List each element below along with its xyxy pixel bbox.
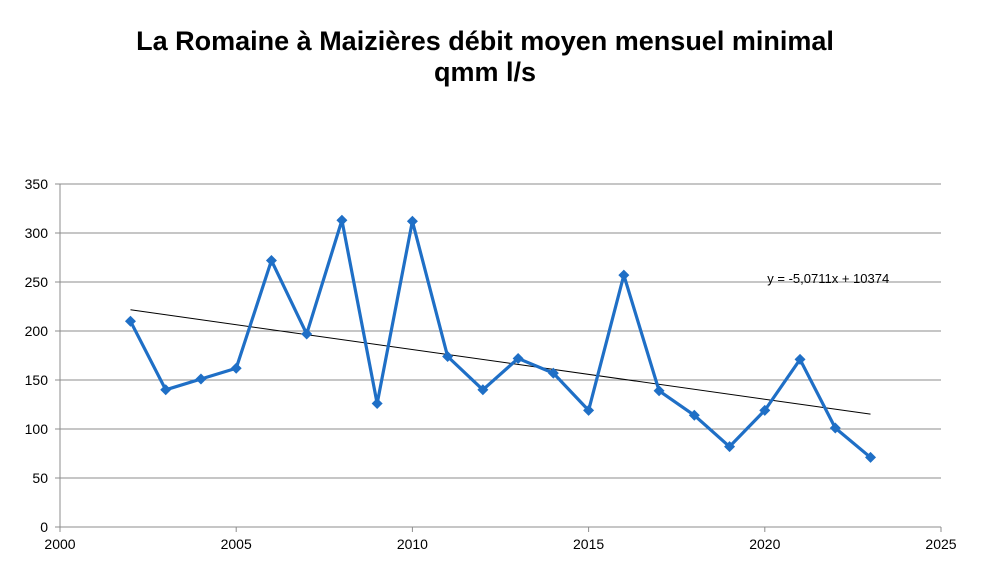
data-point-marker <box>618 269 630 281</box>
chart-title-line-2: qmm l/s <box>433 57 537 87</box>
y-tick-label: 350 <box>25 176 49 192</box>
x-tick-label: 2000 <box>44 536 75 552</box>
x-tick-label: 2015 <box>573 536 604 552</box>
y-tick-label: 200 <box>25 323 49 339</box>
data-point-marker <box>829 422 841 434</box>
x-tick-label: 2020 <box>749 536 780 552</box>
data-point-marker <box>477 384 489 396</box>
trendline <box>130 309 871 415</box>
chart-title: La Romaine à Maizières débit moyen mensu… <box>0 26 970 88</box>
gridlines <box>60 183 941 479</box>
trendline-group <box>130 309 871 415</box>
data-point-marker <box>865 451 877 463</box>
data-point-marker <box>688 409 700 421</box>
series-group <box>124 214 877 463</box>
data-point-marker <box>124 315 136 327</box>
data-point-marker <box>371 398 383 410</box>
y-tick-label: 300 <box>25 225 49 241</box>
x-tick-label: 2025 <box>925 536 956 552</box>
data-point-marker <box>512 352 524 364</box>
data-point-marker <box>406 215 418 227</box>
data-point-marker <box>442 350 454 362</box>
data-point-marker <box>336 214 348 226</box>
data-point-marker <box>160 384 172 396</box>
data-point-marker <box>724 441 736 453</box>
chart-title-line-1: La Romaine à Maizières débit moyen mensu… <box>136 26 834 56</box>
data-point-marker <box>230 362 242 374</box>
y-tick-label: 50 <box>32 470 48 486</box>
y-tick-label: 250 <box>25 274 49 290</box>
y-tick-label: 150 <box>25 372 49 388</box>
data-point-marker <box>794 353 806 365</box>
trendline-equation-label: y = -5,0711x + 10374 <box>767 271 889 286</box>
y-tick-label: 0 <box>40 519 48 535</box>
x-tick-label: 2005 <box>221 536 252 552</box>
data-point-marker <box>759 404 771 416</box>
series-line <box>129 218 872 459</box>
tick-labels: 0 50 100 150 200 250 300 350 2000 2005 2010 2015 202… <box>25 176 957 552</box>
data-point-marker <box>195 373 207 385</box>
data-point-marker <box>653 385 665 397</box>
data-point-marker <box>547 367 559 379</box>
data-point-marker <box>583 404 595 416</box>
y-tick-label: 100 <box>25 421 49 437</box>
data-point-marker <box>265 254 277 266</box>
x-tick-label: 2010 <box>397 536 428 552</box>
axes <box>55 183 942 532</box>
data-point-marker <box>301 328 313 340</box>
